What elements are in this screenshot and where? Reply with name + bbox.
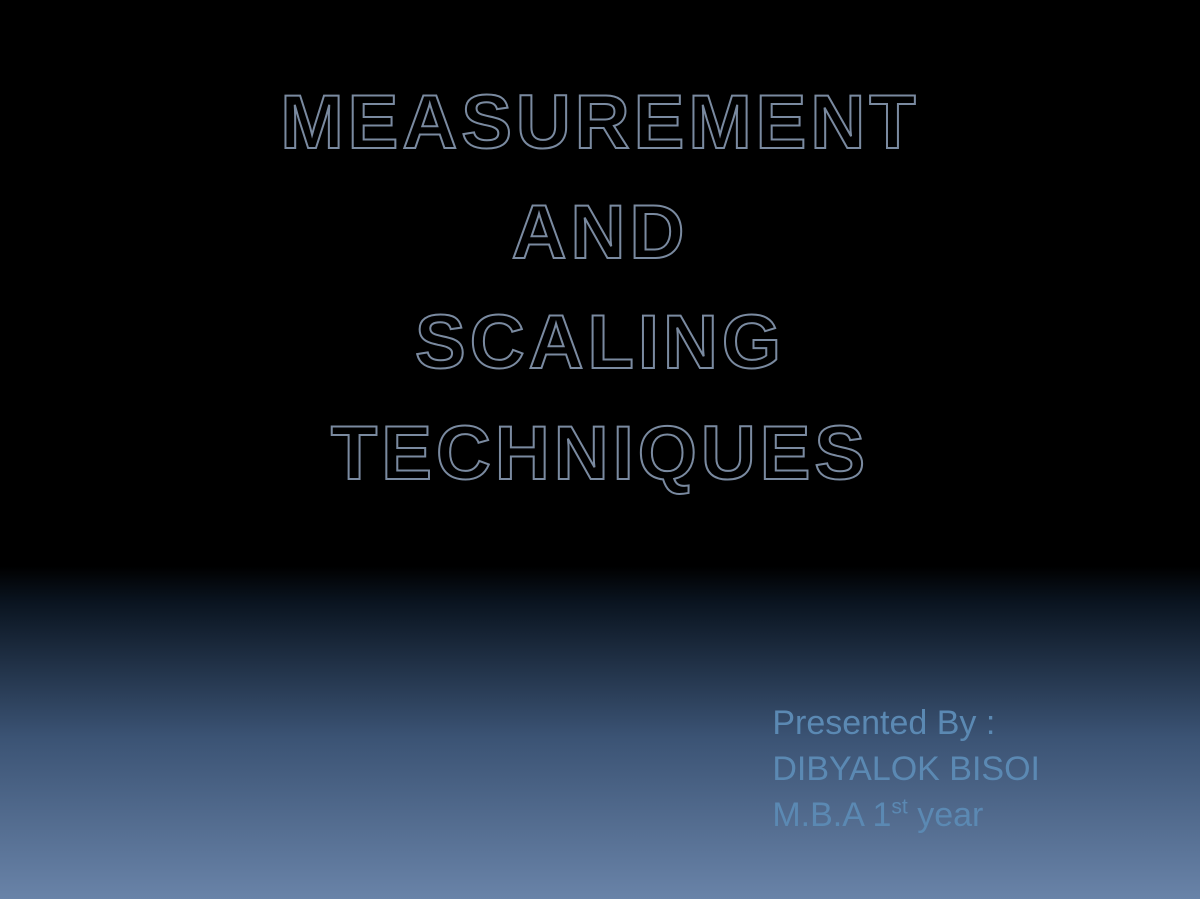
program-suffix: year <box>908 796 984 834</box>
presenter-block: Presented By : DIBYALOK BISOI M.B.A 1st … <box>772 701 1040 839</box>
title-line-2: AND <box>0 178 1200 288</box>
title-line-1: MEASUREMENT <box>0 68 1200 178</box>
slide: MEASUREMENT AND SCALING TECHNIQUES Prese… <box>0 0 1200 899</box>
presented-by-label: Presented By : <box>772 701 1040 747</box>
slide-title: MEASUREMENT AND SCALING TECHNIQUES <box>0 68 1200 509</box>
title-line-3: SCALING <box>0 288 1200 398</box>
title-line-4: TECHNIQUES <box>0 399 1200 509</box>
program-prefix: M.B.A 1 <box>772 796 891 834</box>
presenter-name: DIBYALOK BISOI <box>772 747 1040 793</box>
program-ordinal: st <box>891 796 907 819</box>
presenter-program: M.B.A 1st year <box>772 793 1040 839</box>
